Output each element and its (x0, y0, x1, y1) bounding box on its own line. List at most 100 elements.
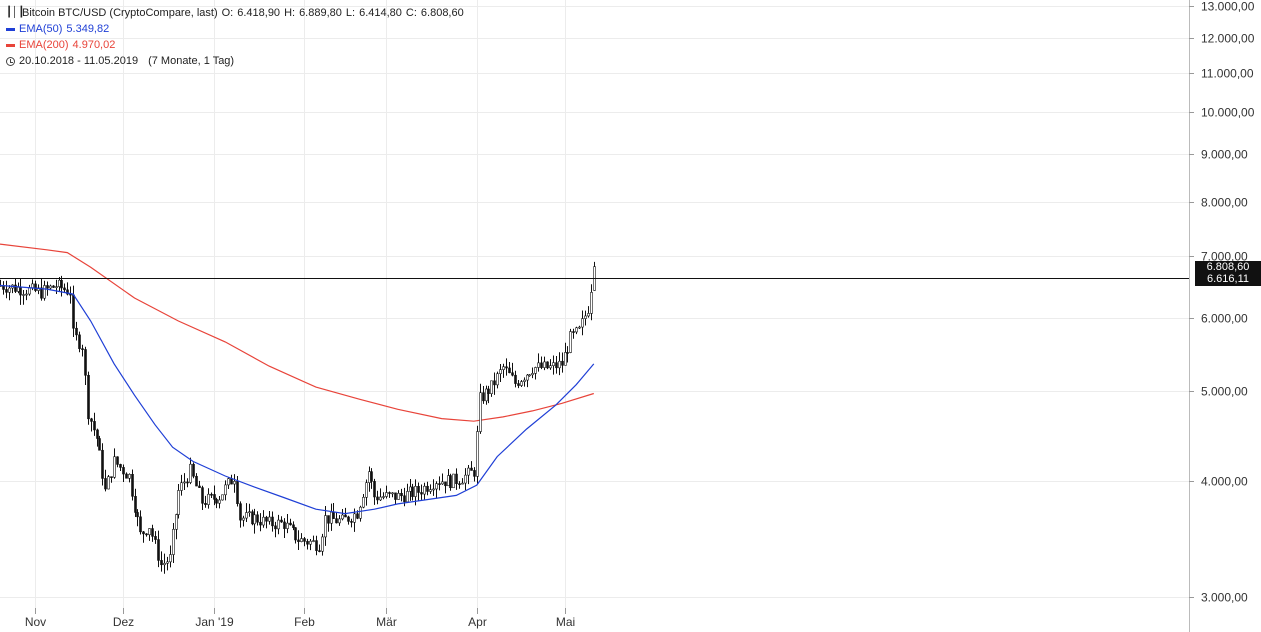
candle-body (590, 292, 593, 314)
candle-body (564, 352, 567, 366)
candle-body (259, 521, 262, 526)
candle-body (239, 503, 242, 521)
y-tick-label: 6.000,00 (1201, 312, 1248, 326)
candle-body (379, 496, 382, 501)
candle-body (458, 483, 461, 485)
candle-body (233, 481, 236, 485)
candle-body (578, 326, 581, 329)
candle-body (318, 550, 321, 552)
candle-body (353, 513, 356, 523)
candle-body (429, 489, 432, 492)
candle-body (101, 449, 104, 479)
candle-body (321, 536, 324, 552)
candle-body (31, 283, 34, 289)
candle-body (128, 473, 131, 479)
candle-body (423, 485, 426, 495)
candle-body (268, 516, 271, 522)
candle-body (28, 287, 31, 295)
candle-body (426, 485, 429, 492)
candle-body (479, 392, 482, 432)
high-label: H: (284, 7, 296, 19)
y-tick-label: 11.000,00 (1201, 67, 1254, 81)
candle-body (183, 481, 186, 484)
candle-body (289, 522, 292, 526)
candle-body (546, 361, 549, 369)
candle-body (34, 283, 37, 291)
low-value: 6.414,80 (359, 7, 402, 19)
ema200-swatch (6, 43, 15, 47)
candle-body (271, 516, 274, 527)
candle-body (470, 467, 473, 471)
candle-body (52, 285, 55, 288)
candle-body (177, 490, 180, 515)
candle-body (397, 492, 400, 500)
candle-body (496, 373, 499, 386)
open-value: 6.418,90 (237, 7, 281, 19)
candle-body (230, 478, 233, 485)
y-tick-label: 5.000,00 (1201, 385, 1248, 399)
legend-range-row[interactable]: 20.10.2018 - 11.05.2019 (7 Monate, 1 Tag… (6, 53, 468, 69)
candle-body (373, 481, 376, 498)
ema200-series (0, 243, 594, 422)
ema200-value: 4.970,02 (72, 39, 116, 51)
candle-body (280, 519, 283, 523)
candle-body (224, 484, 227, 496)
candle-body (327, 515, 330, 524)
candle-body (511, 372, 514, 376)
candle-body (391, 492, 394, 495)
candle-body (467, 467, 470, 476)
candle-body (581, 318, 584, 328)
y-tick-label: 7.000,00 (1201, 250, 1248, 264)
candle-body (90, 418, 93, 422)
candle-body (569, 331, 572, 353)
candle-body (236, 481, 239, 505)
candle-body (347, 516, 350, 522)
candle-body (5, 289, 8, 293)
candle-body (417, 486, 420, 493)
candle-body (157, 539, 160, 561)
candle-body (335, 518, 338, 524)
candle-body (125, 473, 128, 479)
candle-body (514, 374, 517, 384)
candle-body (122, 467, 125, 475)
candle-body (75, 327, 78, 336)
candle-body (376, 496, 379, 501)
ema50-swatch (6, 27, 15, 31)
candle-body (145, 533, 148, 536)
candle-body (46, 285, 49, 289)
candle-body (286, 522, 289, 529)
candle-body (552, 362, 555, 367)
candle-body (265, 516, 268, 522)
candle-body (370, 471, 373, 482)
candle-body (116, 456, 119, 465)
instrument-name: Bitcoin BTC/USD (CryptoCompare, last) (22, 7, 218, 19)
candle-body (201, 487, 204, 504)
ema50-label: EMA(50) (19, 23, 63, 35)
candle-body (485, 388, 488, 402)
y-tick-label: 3.000,00 (1201, 591, 1248, 605)
candle-body (113, 456, 116, 478)
candle-body (274, 525, 277, 530)
candle-body (262, 516, 265, 526)
candle-body (189, 463, 192, 483)
candle-body (444, 481, 447, 487)
candle-body (411, 486, 414, 497)
candle-body (502, 366, 505, 370)
y-tick-label: 9.000,00 (1201, 148, 1248, 162)
candle-body (84, 349, 87, 376)
candle-body (482, 392, 485, 402)
candle-body (14, 284, 17, 292)
candle-body (154, 536, 157, 540)
close-label: C: (405, 7, 417, 19)
candle-body (473, 470, 476, 477)
candle-body (441, 481, 444, 485)
legend-ema200-row[interactable]: EMA(200) 4.970,02 (6, 37, 468, 53)
chart-grid (0, 0, 1189, 608)
candle-body (253, 514, 256, 525)
legend-ema50-row[interactable]: EMA(50) 5.349,82 (6, 21, 468, 37)
candle-body (251, 511, 254, 525)
candle-body (432, 488, 435, 491)
candle-body (435, 483, 438, 490)
candle-body (297, 539, 300, 542)
